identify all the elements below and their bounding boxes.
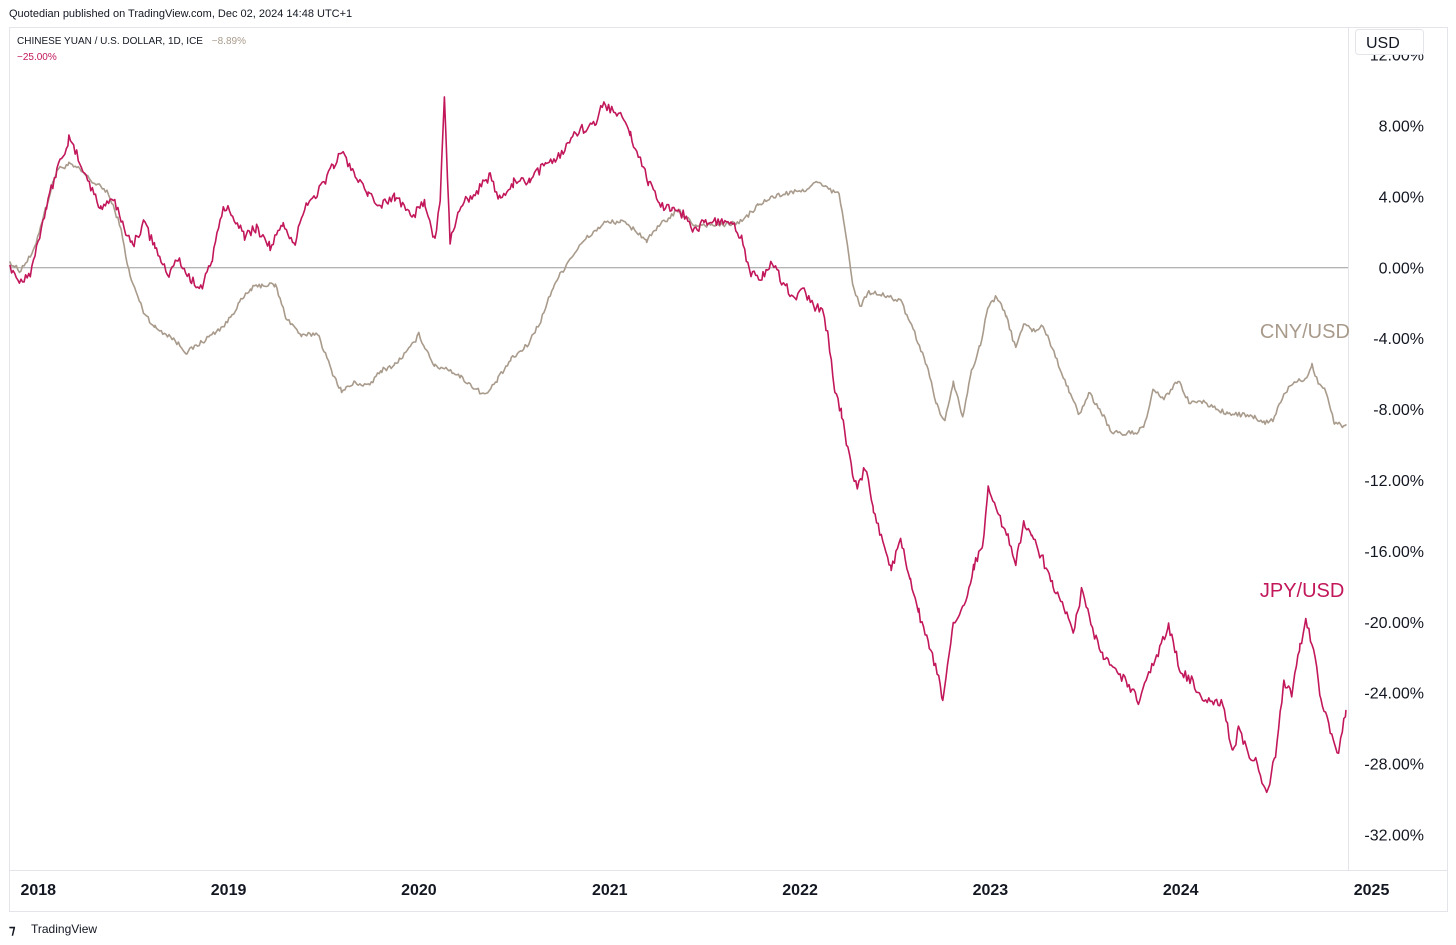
series-line-jpy-usd[interactable] xyxy=(9,96,1347,794)
x-tick-label: 2020 xyxy=(401,882,437,899)
y-tick-label: -32.00% xyxy=(1364,828,1424,845)
y-tick-label: -4.00% xyxy=(1373,331,1424,348)
price-axis[interactable]: 12.00%8.00%4.00%0.00%-4.00%-8.00%-12.00%… xyxy=(1364,48,1424,845)
x-tick-label: 2022 xyxy=(782,882,818,899)
currency-badge[interactable] xyxy=(1355,29,1424,55)
y-tick-label: -8.00% xyxy=(1373,402,1424,419)
x-tick-label: 2024 xyxy=(1163,882,1199,899)
series-layer xyxy=(9,96,1347,794)
legend-symbol-name[interactable]: CHINESE YUAN / U.S. DOLLAR, 1D, ICE xyxy=(17,36,203,47)
tradingview-logo-icon: ⁊ xyxy=(9,922,16,937)
legend-symbol-title[interactable]: CHINESE YUAN / U.S. DOLLAR, 1D, ICE −8.8… xyxy=(17,36,246,47)
y-tick-label: 8.00% xyxy=(1379,118,1424,135)
x-tick-label: 2021 xyxy=(592,882,628,899)
tradingview-brand-label[interactable]: TradingView xyxy=(31,922,97,936)
x-tick-label: 2018 xyxy=(20,882,56,899)
series-annotation-cny-usd: CNY/USD xyxy=(1260,321,1350,343)
time-axis[interactable]: 2018 2019 2020 2021 2022 2023 2024 2025 xyxy=(20,882,1389,899)
x-tick-label: 2025 xyxy=(1354,882,1390,899)
tradingview-logo[interactable]: ⁊ TradingView xyxy=(9,922,97,937)
series-line-cny-usd[interactable] xyxy=(9,161,1347,436)
y-tick-label: 4.00% xyxy=(1379,189,1424,206)
publisher-attribution: Quotedian published on TradingView.com, … xyxy=(9,8,352,20)
legend-primary-value: −8.89% xyxy=(212,36,246,47)
x-tick-label: 2019 xyxy=(211,882,247,899)
x-tick-label: 2023 xyxy=(973,882,1009,899)
y-tick-label: 0.00% xyxy=(1379,260,1424,277)
y-tick-label: -28.00% xyxy=(1364,757,1424,774)
series-annotation-jpy-usd: JPY/USD xyxy=(1260,580,1344,602)
currency-label[interactable]: USD xyxy=(1366,35,1400,52)
annotation-layer: CNY/USD JPY/USD xyxy=(1260,321,1350,602)
chart-frame xyxy=(9,27,1448,912)
y-tick-label: -24.00% xyxy=(1364,686,1424,703)
y-tick-label: -16.00% xyxy=(1364,544,1424,561)
legend-secondary-value: −25.00% xyxy=(17,52,57,63)
y-tick-label: -12.00% xyxy=(1364,473,1424,490)
y-tick-label: -20.00% xyxy=(1364,615,1424,632)
